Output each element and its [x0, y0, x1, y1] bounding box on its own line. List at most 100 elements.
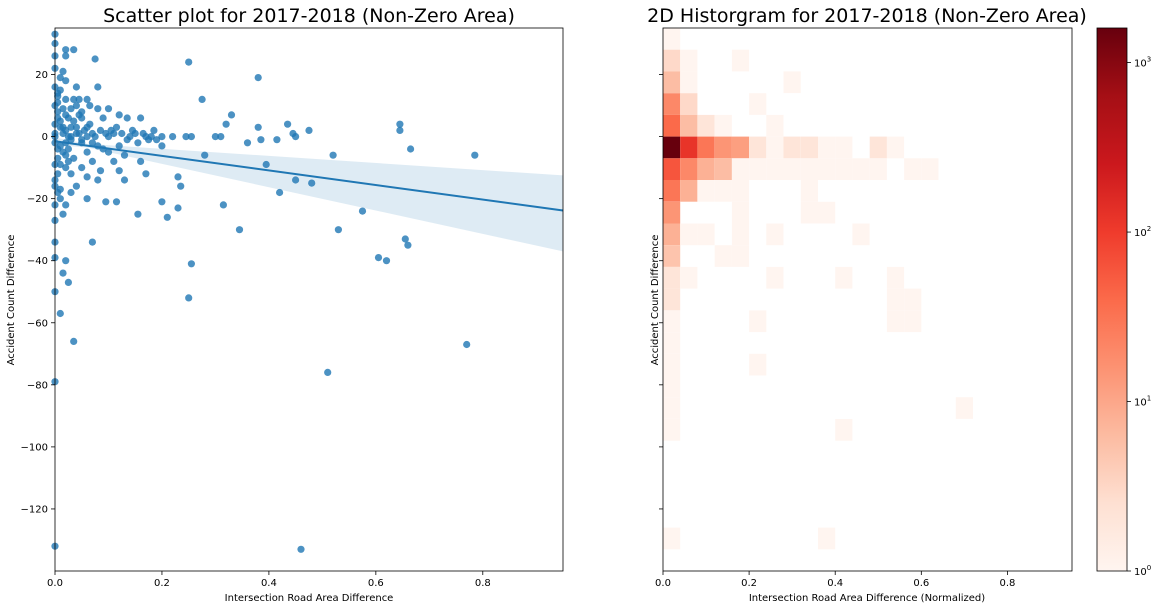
x-tick-label: 0.2: [741, 578, 757, 589]
scatter-point: [292, 133, 300, 141]
histogram-cell: [663, 332, 681, 354]
scatter-frame: [54, 27, 564, 572]
histogram-cell: [663, 397, 681, 419]
scatter-point: [158, 198, 166, 206]
regression-line: [54, 140, 564, 212]
x-tick-label: 0.4: [827, 578, 843, 589]
histogram-cell: [663, 310, 681, 333]
histogram-cell: [731, 158, 750, 180]
scatter-point: [78, 164, 86, 172]
scatter-point: [407, 145, 415, 153]
histogram-cell: [904, 158, 922, 180]
scatter-point: [254, 123, 262, 131]
scatter-x-label: Intersection Road Area Difference: [225, 593, 394, 604]
scatter-point: [99, 114, 107, 122]
scatter-point: [54, 154, 62, 162]
histogram-cell: [818, 527, 836, 550]
histogram-cell: [663, 245, 681, 267]
scatter-point: [62, 164, 70, 172]
scatter-point: [59, 105, 67, 113]
histogram-cell: [800, 180, 818, 202]
scatter-point: [75, 95, 83, 103]
histogram-cell: [731, 201, 750, 224]
scatter-point: [198, 95, 206, 103]
histogram-cell: [697, 114, 715, 137]
histogram-cell: [955, 397, 973, 419]
scatter-point: [115, 142, 123, 150]
x-tick-label: 0.2: [154, 578, 170, 589]
histogram-cell: [886, 310, 905, 333]
y-tick-label: 0: [42, 132, 48, 143]
scatter-point: [91, 55, 99, 63]
scatter-point: [222, 120, 230, 128]
histogram-cell: [663, 180, 681, 202]
scatter-point: [67, 188, 75, 197]
scatter-point: [67, 105, 75, 113]
histogram-cell: [714, 114, 732, 137]
colorbar-tick-label: 102: [1134, 225, 1151, 239]
scatter-point: [115, 111, 123, 119]
scatter-panel: Scatter plot for 2017-2018 (Non-Zero Are…: [6, 5, 564, 604]
scatter-point: [62, 95, 70, 103]
scatter-point: [276, 188, 284, 197]
scatter-point: [56, 86, 64, 94]
scatter-point: [64, 145, 72, 153]
scatter-point: [102, 129, 110, 138]
histogram-cell: [663, 114, 681, 137]
histogram-cell: [852, 223, 870, 246]
scatter-point: [463, 340, 471, 349]
scatter-point: [83, 173, 91, 181]
scatter-point: [308, 179, 316, 187]
colorbar-tick-label: 101: [1134, 395, 1151, 409]
scatter-point: [150, 126, 158, 134]
scatter-point: [88, 157, 96, 165]
scatter-point: [94, 176, 102, 184]
scatter-point: [59, 269, 67, 277]
scatter-point: [404, 241, 412, 249]
scatter-point: [297, 545, 305, 553]
scatter-point: [72, 102, 80, 110]
y-tick-label: −40: [27, 256, 48, 267]
scatter-point: [72, 182, 80, 190]
histogram-cell: [663, 49, 681, 72]
scatter-point: [62, 201, 70, 209]
y-tick-label: −120: [21, 504, 48, 515]
histogram-cell: [766, 223, 784, 246]
scatter-point: [169, 133, 177, 141]
histogram-cell: [835, 419, 853, 441]
scatter-point: [56, 142, 64, 150]
scatter-point: [64, 157, 72, 165]
histogram-cell: [663, 375, 681, 398]
histogram-cell: [766, 266, 784, 289]
histogram-cell: [697, 136, 715, 159]
histogram-cell: [714, 158, 732, 180]
scatter-point: [158, 142, 166, 150]
histogram-cell: [731, 245, 750, 267]
scatter-point: [59, 210, 67, 218]
scatter-point: [62, 151, 70, 159]
scatter-point: [110, 157, 118, 165]
histogram-cell: [663, 353, 681, 376]
scatter-point: [137, 114, 145, 122]
histogram-cell: [749, 353, 767, 376]
scatter-point: [358, 207, 367, 215]
histogram-cell: [818, 158, 836, 180]
scatter-point: [75, 129, 83, 138]
scatter-point: [374, 254, 383, 262]
scatter-point: [56, 160, 64, 169]
scatter-point: [254, 74, 262, 82]
scatter-point: [67, 170, 75, 178]
colorbar-tick-label: 103: [1134, 56, 1151, 70]
scatter-point: [104, 105, 113, 113]
scatter-point: [96, 167, 105, 175]
histogram-cell: [835, 136, 853, 159]
colorbar-gradient: [1096, 27, 1128, 572]
histogram-cell: [680, 71, 698, 94]
colorbar-tick-exponent: 0: [1147, 564, 1151, 572]
scatter-point: [94, 83, 102, 91]
scatter-point: [56, 117, 64, 125]
scatter-point: [70, 117, 78, 125]
scatter-point: [174, 173, 182, 181]
histogram-cell: [663, 223, 681, 246]
